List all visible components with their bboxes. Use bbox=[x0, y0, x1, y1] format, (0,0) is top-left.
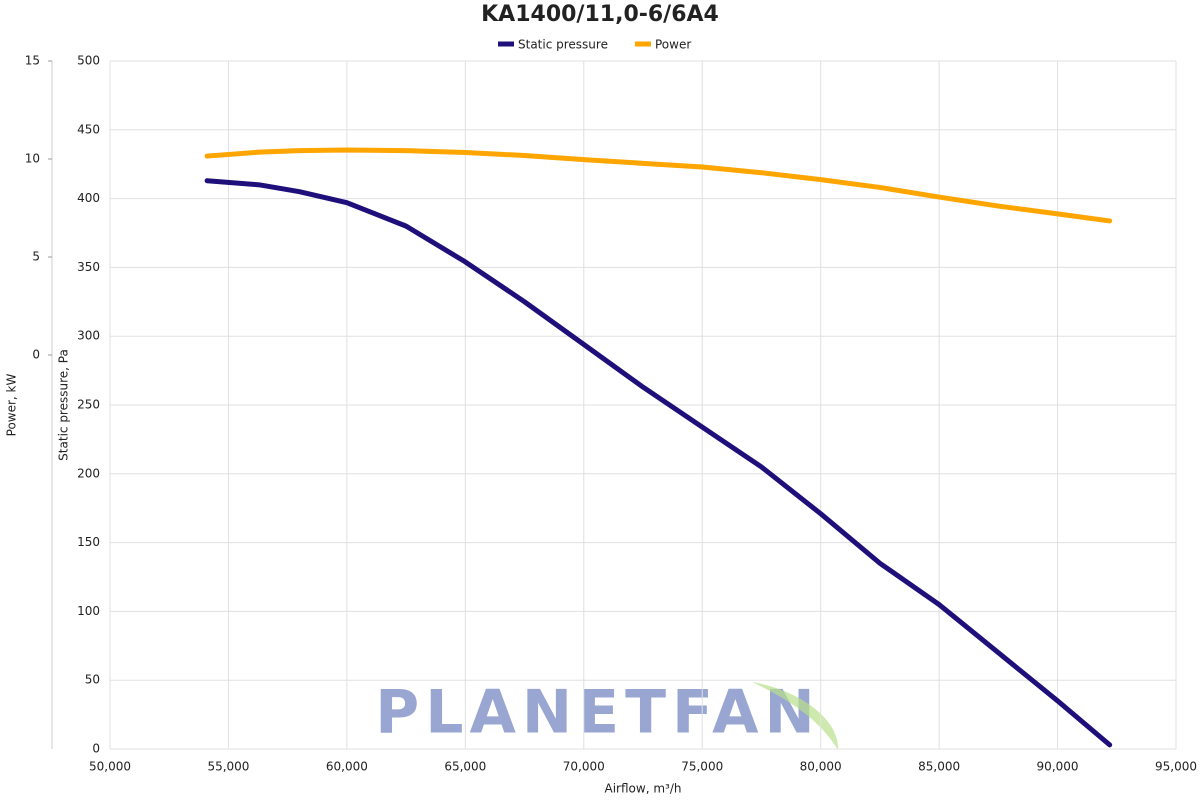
x-tick-label: 85,000 bbox=[918, 760, 960, 774]
y-tick-label: 100 bbox=[77, 604, 100, 618]
watermark: PLANETFAN bbox=[375, 678, 821, 748]
legend-label: Static pressure bbox=[518, 38, 608, 52]
y-tick-label: 400 bbox=[77, 191, 100, 205]
x-tick-label: 60,000 bbox=[326, 760, 368, 774]
y-tick-label: 450 bbox=[77, 122, 100, 136]
x-tick-label: 55,000 bbox=[207, 760, 249, 774]
x-tick-label: 95,000 bbox=[1155, 760, 1197, 774]
x-tick-label: 70,000 bbox=[563, 760, 605, 774]
x-tick-label: 80,000 bbox=[800, 760, 842, 774]
y2-tick-label: 10 bbox=[25, 152, 40, 166]
y2-axis-label: Power, kW bbox=[5, 374, 19, 437]
y-tick-label: 300 bbox=[77, 329, 100, 343]
x-tick-label: 50,000 bbox=[89, 760, 131, 774]
y2-tick-label: 5 bbox=[32, 250, 40, 264]
y2-tick-label: 15 bbox=[25, 54, 40, 68]
y-tick-label: 250 bbox=[77, 398, 100, 412]
data-line bbox=[204, 147, 1113, 224]
x-tick-label: 75,000 bbox=[681, 760, 723, 774]
y2-tick-label: 0 bbox=[32, 348, 40, 362]
y-tick-label: 50 bbox=[85, 673, 100, 687]
y-tick-label: 150 bbox=[77, 535, 100, 549]
data-line bbox=[204, 178, 1113, 748]
y-tick-label: 500 bbox=[77, 54, 100, 68]
legend-label: Power bbox=[655, 38, 691, 52]
chart-title: KA1400/11,0-6/6A4 bbox=[481, 2, 719, 27]
y-tick-label: 0 bbox=[92, 742, 100, 756]
y-tick-label: 200 bbox=[77, 466, 100, 480]
x-tick-label: 65,000 bbox=[444, 760, 486, 774]
x-tick-label: 90,000 bbox=[1037, 760, 1079, 774]
y-tick-label: 350 bbox=[77, 260, 100, 274]
y-axis-label: Static pressure, Pa bbox=[57, 349, 71, 461]
x-axis-label: Airflow, m³/h bbox=[605, 782, 682, 796]
